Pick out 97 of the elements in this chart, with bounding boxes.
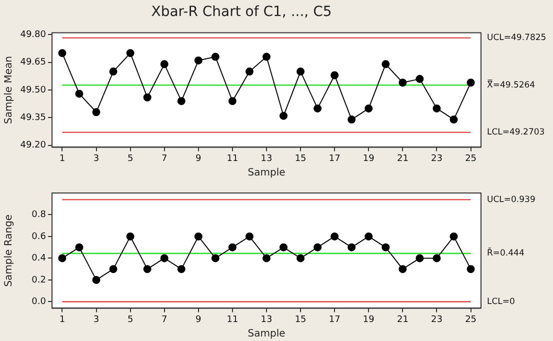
point [432, 104, 441, 112]
x-tick-label: 17 [328, 154, 340, 164]
point [364, 232, 373, 240]
point [382, 243, 390, 252]
point [92, 108, 100, 116]
point [194, 232, 202, 240]
x-tick-label: 21 [396, 154, 408, 164]
y-tick-label: 49.80 [20, 30, 46, 40]
x-tick-label: 1 [59, 314, 66, 325]
y-tick-label: 0.2 [32, 275, 46, 286]
point [450, 116, 458, 124]
point [92, 276, 100, 284]
point [314, 243, 322, 252]
y-tick-label: 49.35 [20, 113, 46, 124]
ref-line-label: R̄=0.444 [487, 247, 524, 259]
x-tick-label: 9 [196, 154, 202, 164]
x-tick-label: 3 [93, 154, 100, 164]
point [466, 78, 475, 87]
x-tick-label: 17 [328, 314, 340, 325]
point [245, 232, 254, 240]
ref-line-label: UCL=0.939 [487, 194, 536, 205]
point [280, 243, 288, 252]
point [75, 243, 84, 252]
point [432, 254, 441, 262]
x-tick-label: 11 [226, 154, 238, 164]
point [194, 56, 202, 64]
point [143, 265, 152, 274]
x-tick-label: 19 [362, 314, 375, 325]
y-tick-label: 0.4 [32, 254, 46, 264]
x-axis-title: Sample [248, 168, 286, 179]
x-tick-label: 11 [226, 314, 238, 325]
point [466, 265, 475, 274]
point [126, 49, 134, 58]
chart-title: Xbar-R Chart of C1, ..., C5 [151, 4, 332, 20]
x-tick-label: 5 [127, 154, 134, 164]
ref-line-label: UCL=49.7825 [487, 33, 546, 44]
ref-line-label: LCL=0 [487, 296, 515, 307]
point [143, 93, 152, 102]
ref-line-label: X̿=49.5264 [487, 78, 536, 90]
y-tick-label: 0.8 [32, 210, 46, 220]
ref-line-label: LCL=49.2703 [487, 128, 545, 138]
point [75, 90, 84, 98]
y-tick-label: 0.0 [32, 297, 46, 308]
y-axis-title: Sample Mean [4, 56, 15, 124]
point [398, 78, 407, 87]
y-tick-label: 49.65 [20, 58, 46, 68]
x-tick-label: 25 [465, 154, 477, 164]
x-tick-label: 23 [431, 314, 442, 325]
y-tick-label: 49.20 [20, 140, 46, 151]
point [109, 68, 118, 76]
y-tick-label: 49.50 [20, 85, 46, 96]
point [348, 243, 356, 252]
y-tick-label: 0.6 [32, 232, 46, 242]
x-tick-label: 7 [161, 314, 168, 325]
x-axis-title: Sample [248, 328, 286, 340]
point [314, 104, 322, 112]
x-tick-label: 1 [59, 154, 66, 164]
point [348, 116, 356, 124]
point [450, 232, 458, 240]
x-tick-label: 7 [161, 154, 168, 164]
x-tick-label: 25 [465, 314, 477, 325]
point [330, 71, 339, 80]
x-tick-label: 13 [260, 314, 272, 325]
point [296, 68, 305, 76]
point [262, 254, 270, 262]
point [160, 60, 168, 68]
x-tick-label: 19 [362, 154, 375, 164]
point [296, 254, 305, 262]
x-tick-label: 3 [93, 314, 100, 325]
point [280, 112, 288, 120]
point [126, 232, 134, 240]
x-tick-label: 9 [196, 314, 202, 325]
point [262, 52, 270, 61]
point [382, 60, 390, 68]
point [177, 97, 186, 106]
y-axis-title: Sample Range [4, 214, 15, 287]
point [364, 104, 373, 112]
point [330, 232, 339, 240]
point [398, 265, 407, 274]
point [228, 97, 236, 106]
x-tick-label: 15 [294, 154, 306, 164]
point [416, 74, 424, 83]
point [58, 254, 66, 262]
point [177, 265, 186, 274]
point [109, 265, 118, 274]
point [58, 49, 66, 58]
x-tick-label: 5 [127, 314, 134, 325]
x-tick-label: 15 [294, 314, 306, 325]
point [416, 254, 424, 262]
point [245, 68, 254, 76]
point [228, 243, 236, 252]
x-tick-label: 23 [431, 154, 442, 164]
point [160, 254, 168, 262]
point [211, 52, 220, 61]
x-tick-label: 21 [396, 314, 408, 325]
x-tick-label: 13 [260, 154, 272, 164]
point [211, 254, 220, 262]
